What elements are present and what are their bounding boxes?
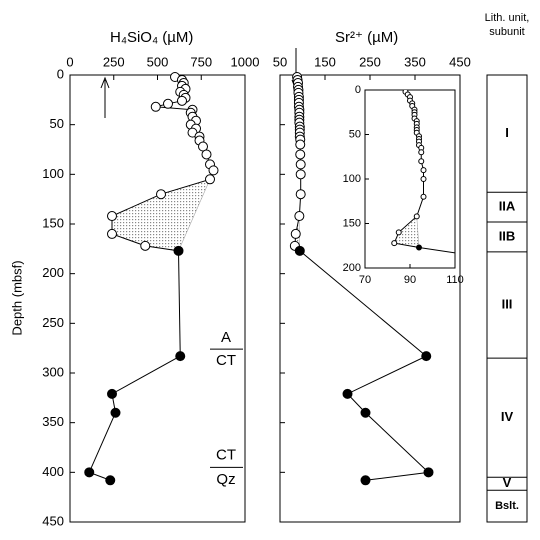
- unit-label: IIB: [499, 228, 516, 243]
- x-tick-label: 350: [404, 54, 426, 69]
- y-tick-label: 0: [57, 66, 64, 81]
- inset-y-tick-label: 100: [343, 173, 361, 185]
- panel-title: Sr²⁺ (µM): [335, 29, 398, 46]
- shade-edge: [178, 179, 211, 251]
- x-tick-label: 250: [359, 54, 381, 69]
- data-point: [163, 98, 173, 109]
- data-point: [413, 213, 420, 220]
- data-point: [105, 475, 116, 486]
- annotation: CT: [216, 446, 236, 463]
- inset-y-tick-label: 150: [343, 217, 361, 229]
- data-point: [290, 228, 301, 239]
- column-title: subunit: [489, 26, 524, 38]
- unit-label: III: [502, 296, 513, 311]
- y-tick-label: 450: [42, 513, 64, 528]
- data-point: [420, 176, 427, 182]
- data-point: [391, 240, 398, 247]
- x-tick-label: 750: [190, 54, 212, 69]
- data-point: [294, 211, 305, 222]
- unit-label: Bslt.: [495, 500, 519, 512]
- data-point: [150, 101, 161, 112]
- data-point: [421, 351, 432, 362]
- inset-y-tick-label: 200: [343, 262, 361, 274]
- y-tick-label: 200: [42, 265, 64, 280]
- x-tick-label: 150: [314, 54, 336, 69]
- data-point: [420, 193, 427, 200]
- data-point: [156, 189, 166, 200]
- data-point: [294, 245, 305, 256]
- data-point: [342, 388, 353, 399]
- data-point: [140, 240, 151, 251]
- x-tick-label: 500: [147, 54, 169, 69]
- data-point: [423, 467, 434, 478]
- x-tick-label: 450: [449, 54, 471, 69]
- unit-label: V: [503, 475, 512, 490]
- data-point: [84, 467, 95, 478]
- y-axis-label: Depth (mbsf): [9, 260, 24, 335]
- shade-edge: [416, 216, 420, 248]
- data-point: [201, 149, 212, 160]
- data-point: [107, 228, 117, 239]
- inset-x-tick-label: 70: [359, 274, 371, 286]
- x-tick-label: 1000: [231, 54, 260, 69]
- column-title: Lith. unit,: [485, 12, 530, 24]
- x-tick-label: 0: [66, 54, 73, 69]
- y-tick-label: 50: [50, 116, 64, 131]
- arrow-head: [100, 76, 110, 89]
- data-point: [295, 139, 306, 150]
- annotation: CT: [216, 352, 236, 369]
- y-tick-label: 350: [42, 414, 64, 429]
- data-point: [416, 244, 422, 251]
- data-point: [395, 229, 402, 236]
- unit-label: I: [505, 125, 509, 140]
- data-point: [295, 149, 306, 160]
- unit-label: IV: [501, 409, 514, 424]
- data-point: [295, 159, 306, 170]
- shaded-area: [112, 179, 210, 251]
- y-tick-label: 400: [42, 464, 64, 479]
- y-tick-label: 150: [42, 215, 64, 230]
- data-point: [295, 189, 306, 200]
- data-point: [418, 158, 425, 165]
- data-point: [173, 245, 184, 256]
- data-point: [420, 167, 427, 174]
- inset-y-tick-label: 50: [349, 128, 361, 140]
- inset-plot: [391, 90, 455, 254]
- y-tick-label: 300: [42, 364, 64, 379]
- x-tick-label: 250: [103, 54, 125, 69]
- panel-title: H₄SiO₄ (µM): [110, 29, 193, 46]
- x-tick-label: 50: [273, 54, 287, 69]
- column-frame: [486, 74, 528, 523]
- data-point: [295, 169, 306, 180]
- annotation: Qz: [216, 471, 235, 488]
- y-tick-label: 250: [42, 315, 64, 330]
- data-point: [205, 174, 215, 185]
- shaded-area: [394, 216, 419, 248]
- data-point: [360, 475, 371, 486]
- inset-y-tick-label: 0: [355, 84, 361, 96]
- unit-label: IIA: [499, 199, 516, 214]
- data-point: [110, 407, 121, 418]
- data-point: [418, 149, 425, 156]
- inset-x-tick-label: 110: [446, 274, 464, 286]
- annotation: A: [221, 329, 231, 346]
- data-point: [360, 407, 371, 418]
- y-tick-label: 100: [42, 166, 64, 181]
- data-point: [208, 165, 219, 176]
- data-point: [107, 388, 117, 399]
- inset-x-tick-label: 90: [404, 274, 416, 286]
- data-point: [177, 95, 187, 106]
- data-point: [107, 211, 117, 222]
- data-point: [175, 351, 186, 362]
